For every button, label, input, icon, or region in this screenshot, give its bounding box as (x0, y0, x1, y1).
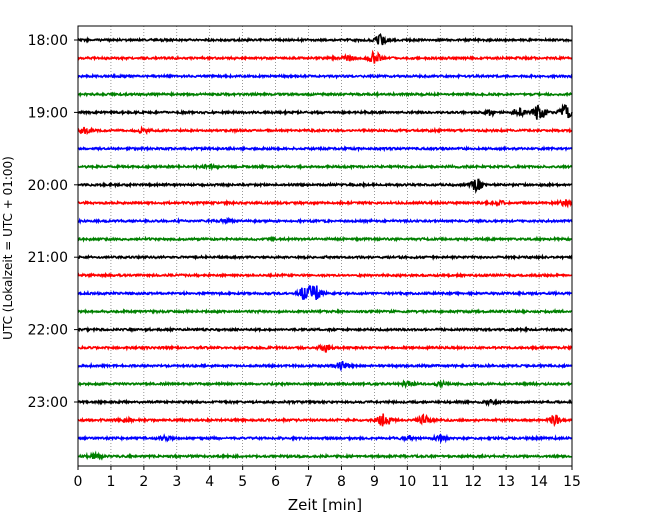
y-tick-label: 22:00 (28, 323, 68, 339)
trace-2100 (77, 253, 573, 261)
trace-1900 (77, 103, 573, 120)
y-tick-label: 19:00 (28, 105, 68, 121)
x-tick-label: 1 (106, 474, 115, 490)
x-tick-label: 10 (398, 474, 416, 490)
trace-2300 (77, 398, 573, 408)
x-tick-label: 14 (530, 474, 548, 490)
y-axis-ticks: 18:00 19:00 20:00 21:00 22:00 23:00 (28, 33, 78, 411)
y-tick-label: 21:00 (28, 250, 68, 266)
trace-2000 (77, 178, 573, 194)
trace-2245 (77, 379, 573, 390)
trace-1815 (77, 49, 573, 64)
x-tick-label: 15 (563, 474, 581, 490)
trace-2130 (77, 284, 572, 301)
trace-group (77, 33, 573, 461)
x-tick-label: 13 (497, 474, 515, 490)
y-axis-label: UTC (Lokalzeit = UTC + 01:00) (1, 156, 15, 340)
x-tick-label: 3 (172, 474, 181, 490)
trace-2015 (77, 198, 573, 209)
trace-2345 (77, 450, 573, 461)
trace-2330 (77, 433, 573, 445)
plot-frame (77, 25, 573, 467)
x-tick-label: 6 (271, 474, 280, 490)
y-tick-label: 23:00 (28, 395, 68, 411)
x-tick-label: 2 (139, 474, 148, 490)
x-axis-ticks: 0 1 2 3 4 5 6 7 8 9 10 11 12 13 14 15 (74, 466, 581, 490)
x-tick-label: 12 (464, 474, 482, 490)
trace-2145 (77, 308, 573, 315)
y-tick-label: 18:00 (28, 33, 68, 49)
trace-1930 (77, 145, 573, 153)
x-axis-label: Zeit [min] (288, 496, 362, 514)
trace-1945 (77, 162, 573, 172)
trace-1800 (77, 33, 573, 46)
x-tick-label: 11 (431, 474, 449, 490)
trace-1845 (77, 90, 573, 99)
x-tick-label: 5 (238, 474, 247, 490)
x-tick-label: 9 (370, 474, 379, 490)
x-tick-label: 7 (304, 474, 313, 490)
trace-1915 (77, 125, 573, 136)
x-tick-label: 8 (337, 474, 346, 490)
trace-2215 (77, 343, 573, 353)
grid-lines (110, 26, 540, 466)
trace-2045 (77, 235, 573, 243)
trace-2200 (77, 325, 573, 334)
trace-2315 (77, 413, 573, 428)
x-tick-label: 4 (205, 474, 214, 490)
trace-2030 (77, 216, 573, 226)
trace-2115 (77, 271, 573, 279)
y-tick-label: 20:00 (28, 178, 68, 194)
trace-2230 (77, 360, 573, 372)
x-tick-label: 0 (74, 474, 83, 490)
trace-1830 (77, 72, 573, 80)
